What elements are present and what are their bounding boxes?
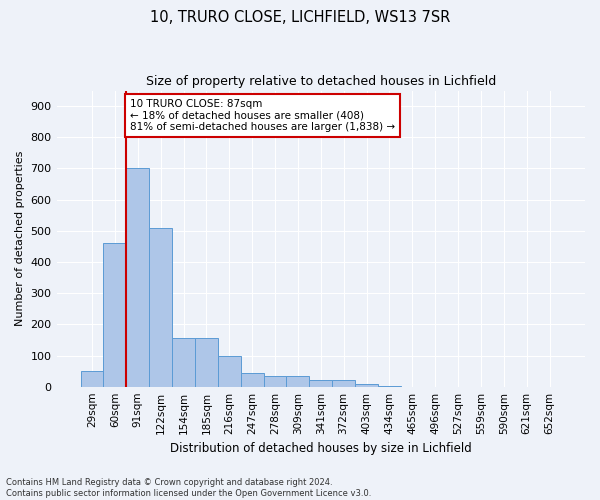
Bar <box>172 338 195 386</box>
Bar <box>127 168 149 386</box>
Bar <box>286 376 310 386</box>
Bar <box>355 384 378 386</box>
X-axis label: Distribution of detached houses by size in Lichfield: Distribution of detached houses by size … <box>170 442 472 455</box>
Text: 10 TRURO CLOSE: 87sqm
← 18% of detached houses are smaller (408)
81% of semi-det: 10 TRURO CLOSE: 87sqm ← 18% of detached … <box>130 99 395 132</box>
Bar <box>310 380 332 386</box>
Bar <box>103 244 127 386</box>
Text: 10, TRURO CLOSE, LICHFIELD, WS13 7SR: 10, TRURO CLOSE, LICHFIELD, WS13 7SR <box>150 10 450 25</box>
Bar <box>263 376 286 386</box>
Title: Size of property relative to detached houses in Lichfield: Size of property relative to detached ho… <box>146 75 496 88</box>
Bar <box>241 372 263 386</box>
Bar <box>218 356 241 386</box>
Y-axis label: Number of detached properties: Number of detached properties <box>15 151 25 326</box>
Bar <box>332 380 355 386</box>
Bar <box>80 371 103 386</box>
Bar <box>149 228 172 386</box>
Text: Contains HM Land Registry data © Crown copyright and database right 2024.
Contai: Contains HM Land Registry data © Crown c… <box>6 478 371 498</box>
Bar <box>195 338 218 386</box>
